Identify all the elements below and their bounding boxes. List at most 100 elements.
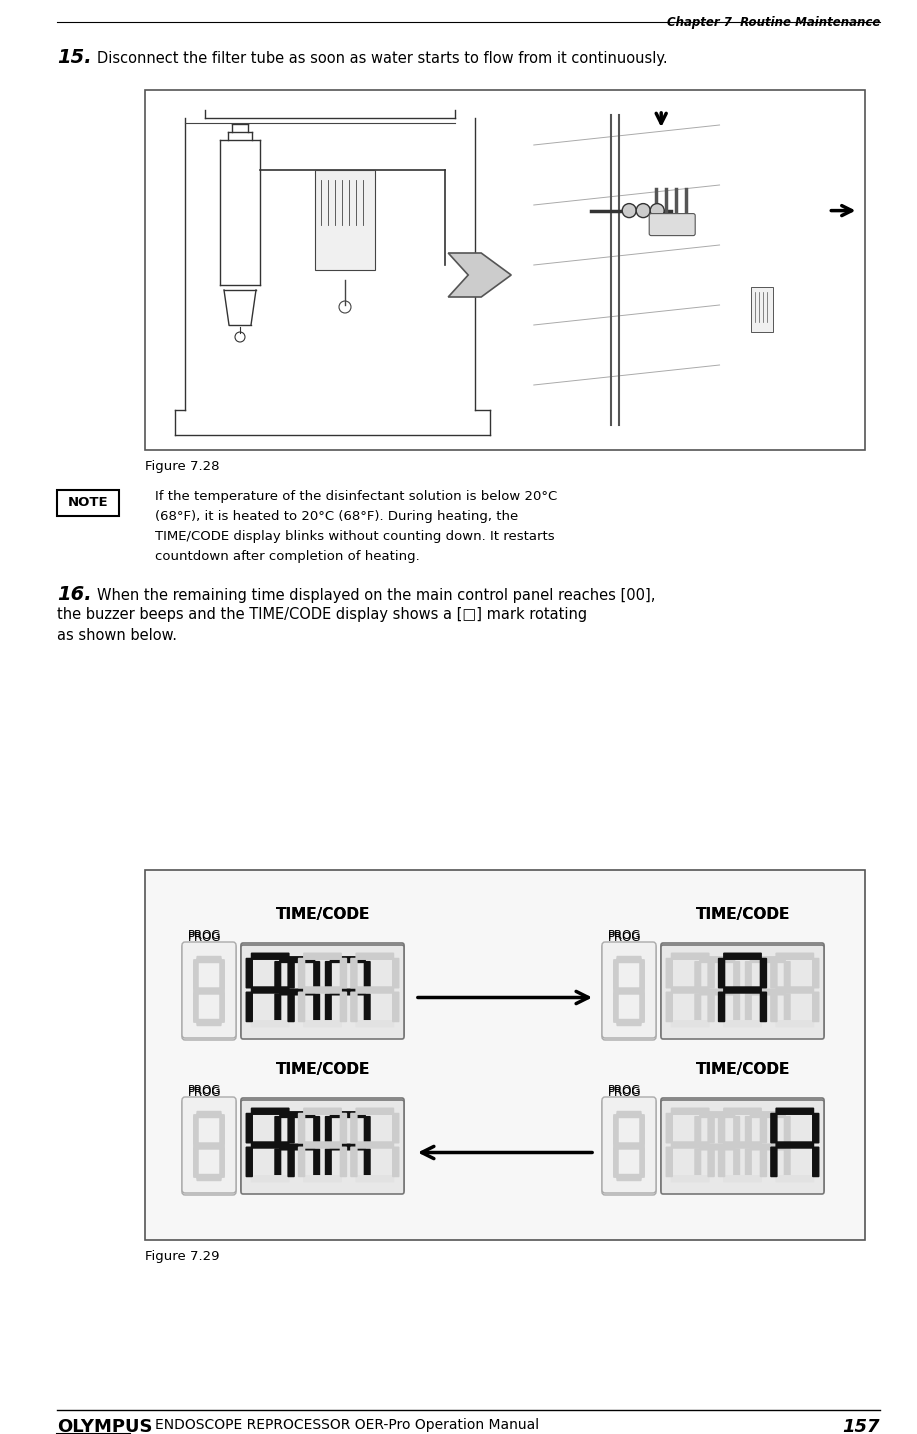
FancyBboxPatch shape — [616, 1144, 642, 1150]
FancyBboxPatch shape — [694, 1149, 702, 1179]
FancyBboxPatch shape — [770, 991, 778, 1022]
FancyBboxPatch shape — [350, 1147, 358, 1177]
FancyBboxPatch shape — [812, 1147, 820, 1177]
FancyBboxPatch shape — [724, 952, 762, 959]
FancyBboxPatch shape — [219, 1116, 225, 1146]
Text: as shown below.: as shown below. — [57, 628, 177, 642]
Text: PROG: PROG — [188, 931, 222, 944]
FancyBboxPatch shape — [616, 958, 642, 964]
FancyBboxPatch shape — [613, 1146, 618, 1176]
FancyBboxPatch shape — [182, 1097, 236, 1193]
Text: When the remaining time displayed on the main control panel reaches [00],: When the remaining time displayed on the… — [97, 588, 656, 604]
FancyBboxPatch shape — [616, 1021, 642, 1027]
Polygon shape — [448, 252, 511, 297]
Text: countdown after completion of heating.: countdown after completion of heating. — [155, 551, 420, 564]
FancyBboxPatch shape — [613, 1116, 618, 1146]
FancyBboxPatch shape — [304, 1141, 342, 1149]
FancyBboxPatch shape — [750, 988, 786, 995]
FancyBboxPatch shape — [219, 1114, 225, 1144]
FancyBboxPatch shape — [718, 1147, 725, 1177]
FancyBboxPatch shape — [770, 1147, 778, 1177]
FancyBboxPatch shape — [750, 1176, 786, 1183]
Circle shape — [623, 204, 636, 218]
FancyBboxPatch shape — [616, 1174, 642, 1179]
FancyBboxPatch shape — [616, 956, 642, 961]
Text: Figure 7.29: Figure 7.29 — [145, 1250, 219, 1263]
FancyBboxPatch shape — [392, 1113, 400, 1143]
FancyBboxPatch shape — [182, 1098, 236, 1195]
FancyBboxPatch shape — [350, 1113, 358, 1143]
FancyBboxPatch shape — [733, 961, 740, 991]
FancyBboxPatch shape — [699, 956, 735, 964]
FancyBboxPatch shape — [670, 1174, 710, 1183]
FancyBboxPatch shape — [666, 1113, 673, 1143]
FancyBboxPatch shape — [219, 992, 225, 1022]
Text: NOTE: NOTE — [68, 496, 108, 509]
FancyBboxPatch shape — [250, 1107, 290, 1116]
FancyBboxPatch shape — [718, 958, 725, 988]
FancyBboxPatch shape — [196, 958, 222, 964]
Text: Disconnect the filter tube as soon as water starts to flow from it continuously.: Disconnect the filter tube as soon as wa… — [97, 52, 668, 66]
FancyBboxPatch shape — [639, 959, 645, 989]
FancyBboxPatch shape — [287, 1113, 295, 1143]
FancyBboxPatch shape — [661, 944, 824, 1037]
FancyBboxPatch shape — [759, 958, 768, 988]
FancyBboxPatch shape — [196, 1144, 222, 1150]
FancyBboxPatch shape — [313, 1116, 320, 1146]
FancyBboxPatch shape — [313, 1149, 320, 1179]
FancyBboxPatch shape — [304, 952, 342, 959]
Bar — [750, 287, 772, 331]
FancyBboxPatch shape — [616, 1018, 642, 1024]
Text: TIME/CODE: TIME/CODE — [275, 1063, 370, 1077]
FancyBboxPatch shape — [694, 1116, 702, 1146]
FancyBboxPatch shape — [246, 958, 253, 988]
FancyBboxPatch shape — [812, 1113, 820, 1143]
FancyBboxPatch shape — [745, 994, 752, 1022]
FancyBboxPatch shape — [639, 992, 645, 1022]
FancyBboxPatch shape — [219, 961, 225, 991]
FancyBboxPatch shape — [639, 991, 645, 1021]
FancyBboxPatch shape — [193, 1116, 198, 1146]
FancyBboxPatch shape — [364, 1149, 370, 1179]
FancyBboxPatch shape — [750, 1111, 786, 1119]
FancyBboxPatch shape — [661, 1100, 824, 1195]
FancyBboxPatch shape — [250, 1020, 290, 1028]
FancyBboxPatch shape — [339, 958, 348, 988]
FancyBboxPatch shape — [193, 1146, 198, 1176]
FancyBboxPatch shape — [724, 1141, 762, 1149]
FancyBboxPatch shape — [196, 1111, 222, 1116]
FancyBboxPatch shape — [812, 991, 820, 1022]
FancyBboxPatch shape — [219, 991, 225, 1021]
Text: Figure 7.28: Figure 7.28 — [145, 460, 219, 473]
FancyBboxPatch shape — [649, 214, 695, 235]
FancyBboxPatch shape — [241, 1100, 404, 1195]
FancyBboxPatch shape — [707, 1113, 715, 1143]
FancyBboxPatch shape — [250, 952, 290, 959]
FancyBboxPatch shape — [707, 1147, 715, 1177]
FancyBboxPatch shape — [784, 1116, 790, 1146]
FancyBboxPatch shape — [733, 994, 740, 1022]
FancyBboxPatch shape — [246, 991, 253, 1022]
FancyBboxPatch shape — [250, 1141, 290, 1149]
FancyBboxPatch shape — [298, 1113, 305, 1143]
FancyBboxPatch shape — [639, 1116, 645, 1146]
Text: Chapter 7  Routine Maintenance: Chapter 7 Routine Maintenance — [667, 16, 880, 29]
FancyBboxPatch shape — [196, 989, 222, 995]
FancyBboxPatch shape — [699, 1021, 735, 1028]
FancyBboxPatch shape — [670, 952, 710, 959]
FancyBboxPatch shape — [694, 994, 702, 1022]
FancyBboxPatch shape — [193, 961, 198, 991]
FancyBboxPatch shape — [241, 1098, 404, 1192]
FancyBboxPatch shape — [287, 991, 295, 1022]
FancyBboxPatch shape — [279, 1111, 315, 1119]
FancyBboxPatch shape — [670, 1020, 710, 1028]
FancyBboxPatch shape — [196, 1113, 222, 1119]
FancyBboxPatch shape — [694, 961, 702, 991]
FancyBboxPatch shape — [274, 1116, 282, 1146]
FancyBboxPatch shape — [616, 989, 642, 995]
Bar — [145, 90, 865, 450]
FancyBboxPatch shape — [279, 988, 315, 995]
FancyBboxPatch shape — [670, 987, 710, 994]
FancyBboxPatch shape — [325, 994, 332, 1022]
FancyBboxPatch shape — [274, 994, 282, 1022]
